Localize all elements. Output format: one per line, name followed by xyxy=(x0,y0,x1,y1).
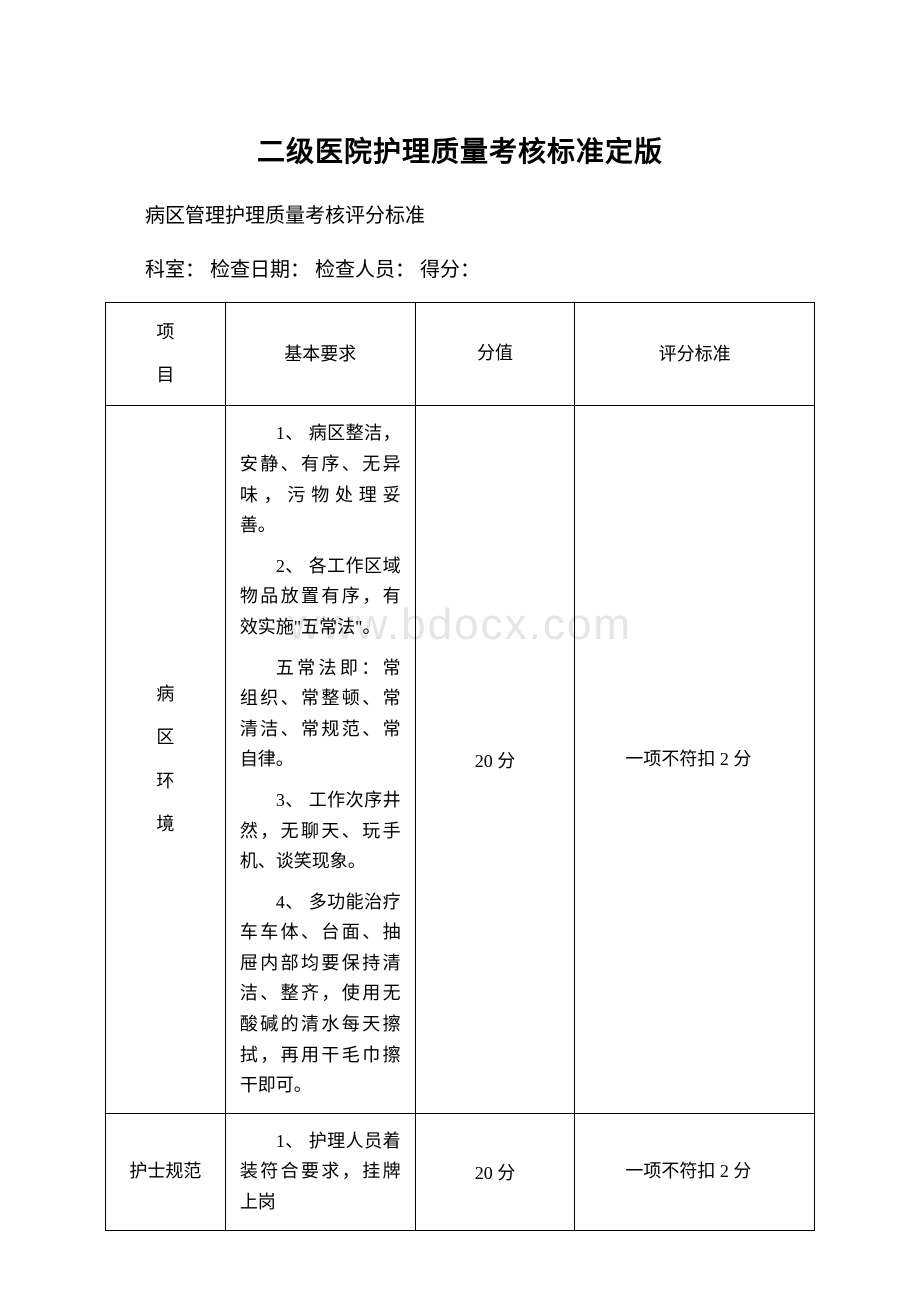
header-score: 分值 xyxy=(415,303,575,406)
requirement-item: 五常法即：常组织、常整顿、常清洁、常规范、常自律。 xyxy=(240,653,401,775)
cell-standard: 一项不符扣 2 分 xyxy=(575,1113,815,1230)
requirement-item: 1、 护理人员着装符合要求，挂牌上岗 xyxy=(240,1126,401,1218)
requirement-item: 4、 多功能治疗车车体、台面、抽屉内部均要保持清洁、整齐，使用无酸碱的清水每天擦… xyxy=(240,887,401,1101)
info-line: 科室： 检查日期： 检查人员： 得分： xyxy=(105,252,815,288)
table-row: 病 区 环 境 1、 病区整洁，安静、有序、无异味，污物处理妥善。 2、 各工作… xyxy=(106,406,815,1113)
cell-category: 护士规范 xyxy=(106,1113,226,1230)
cell-requirements: 1、 病区整洁，安静、有序、无异味，污物处理妥善。 2、 各工作区域物品放置有序… xyxy=(225,406,415,1113)
requirement-item: 1、 病区整洁，安静、有序、无异味，污物处理妥善。 xyxy=(240,418,401,540)
cell-score: 20 分 xyxy=(415,1113,575,1230)
requirement-item: 3、 工作次序井然，无聊天、玩手机、谈笑现象。 xyxy=(240,785,401,877)
requirement-item: 2、 各工作区域物品放置有序，有效实施"五常法"。 xyxy=(240,551,401,643)
header-category: 项 目 xyxy=(106,303,226,406)
document-title: 二级医院护理质量考核标准定版 xyxy=(105,130,815,170)
cell-requirements: 1、 护理人员着装符合要求，挂牌上岗 xyxy=(225,1113,415,1230)
table-body: 病 区 环 境 1、 病区整洁，安静、有序、无异味，污物处理妥善。 2、 各工作… xyxy=(106,406,815,1230)
header-requirement: 基本要求 xyxy=(225,303,415,406)
table-header-row: 项 目 基本要求 分值 评分标准 xyxy=(106,303,815,406)
cell-category: 病 区 环 境 xyxy=(106,406,226,1113)
assessment-table: 项 目 基本要求 分值 评分标准 病 区 环 境 1、 病区整洁，安静、有序、无… xyxy=(105,302,815,1231)
document-subtitle: 病区管理护理质量考核评分标准 xyxy=(105,198,815,234)
header-standard: 评分标准 xyxy=(575,303,815,406)
table-row: 护士规范 1、 护理人员着装符合要求，挂牌上岗 20 分 一项不符扣 2 分 xyxy=(106,1113,815,1230)
cell-standard: 一项不符扣 2 分 xyxy=(575,406,815,1113)
cell-score: 20 分 xyxy=(415,406,575,1113)
document-content: 二级医院护理质量考核标准定版 病区管理护理质量考核评分标准 科室： 检查日期： … xyxy=(105,130,815,1231)
